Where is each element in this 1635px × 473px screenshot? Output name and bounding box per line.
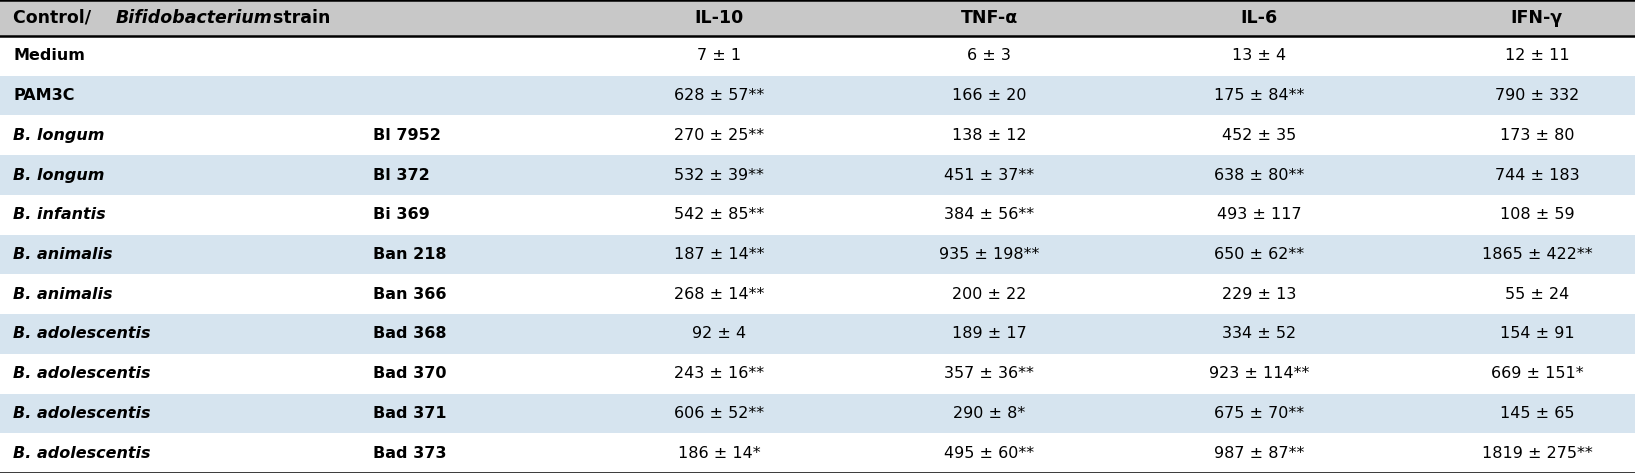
Text: 189 ± 17: 189 ± 17 [952, 326, 1027, 342]
Text: Bad 373: Bad 373 [373, 446, 446, 461]
Text: 186 ± 14*: 186 ± 14* [679, 446, 760, 461]
Text: 542 ± 85**: 542 ± 85** [674, 207, 765, 222]
Text: 200 ± 22: 200 ± 22 [952, 287, 1027, 302]
Text: B. longum: B. longum [13, 167, 105, 183]
Text: 270 ± 25**: 270 ± 25** [674, 128, 765, 143]
Text: 6 ± 3: 6 ± 3 [968, 48, 1010, 63]
Text: 334 ± 52: 334 ± 52 [1221, 326, 1297, 342]
Text: 357 ± 36**: 357 ± 36** [945, 366, 1033, 381]
Text: Ban 366: Ban 366 [373, 287, 446, 302]
Text: B. adolescentis: B. adolescentis [13, 446, 150, 461]
Text: Control/: Control/ [13, 9, 96, 27]
Text: B. animalis: B. animalis [13, 287, 113, 302]
Text: 1865 ± 422**: 1865 ± 422** [1481, 247, 1592, 262]
Text: Bad 370: Bad 370 [373, 366, 446, 381]
Text: 268 ± 14**: 268 ± 14** [674, 287, 765, 302]
Text: B. animalis: B. animalis [13, 247, 113, 262]
Bar [0, 274, 1635, 314]
Text: 495 ± 60**: 495 ± 60** [943, 446, 1035, 461]
Text: IL-10: IL-10 [695, 9, 744, 27]
Text: B. longum: B. longum [13, 128, 105, 143]
Text: 675 ± 70**: 675 ± 70** [1213, 406, 1305, 421]
Text: B. infantis: B. infantis [13, 207, 106, 222]
Text: IFN-γ: IFN-γ [1511, 9, 1563, 27]
Text: 166 ± 20: 166 ± 20 [952, 88, 1027, 103]
Bar [0, 354, 1635, 394]
Text: Bad 368: Bad 368 [373, 326, 446, 342]
Text: 229 ± 13: 229 ± 13 [1221, 287, 1297, 302]
Text: 452 ± 35: 452 ± 35 [1221, 128, 1297, 143]
Text: Bi 369: Bi 369 [373, 207, 430, 222]
Bar [0, 235, 1635, 274]
Text: B. adolescentis: B. adolescentis [13, 326, 150, 342]
Text: 13 ± 4: 13 ± 4 [1231, 48, 1287, 63]
Text: Bad 371: Bad 371 [373, 406, 446, 421]
Text: 290 ± 8*: 290 ± 8* [953, 406, 1025, 421]
Text: 606 ± 52**: 606 ± 52** [674, 406, 765, 421]
Text: strain: strain [267, 9, 330, 27]
Text: 935 ± 198**: 935 ± 198** [938, 247, 1040, 262]
Text: B. adolescentis: B. adolescentis [13, 366, 150, 381]
Text: 669 ± 151*: 669 ± 151* [1491, 366, 1583, 381]
Text: 173 ± 80: 173 ± 80 [1499, 128, 1575, 143]
Bar [0, 36, 1635, 76]
Text: Bl 7952: Bl 7952 [373, 128, 441, 143]
Text: 145 ± 65: 145 ± 65 [1499, 406, 1575, 421]
Bar [0, 433, 1635, 473]
Text: B. adolescentis: B. adolescentis [13, 406, 150, 421]
Text: 55 ± 24: 55 ± 24 [1504, 287, 1570, 302]
Text: 628 ± 57**: 628 ± 57** [674, 88, 765, 103]
Bar [0, 0, 1635, 36]
Text: 923 ± 114**: 923 ± 114** [1208, 366, 1310, 381]
Text: 493 ± 117: 493 ± 117 [1216, 207, 1301, 222]
Text: IL-6: IL-6 [1241, 9, 1277, 27]
Text: TNF-α: TNF-α [960, 9, 1019, 27]
Text: 987 ± 87**: 987 ± 87** [1213, 446, 1305, 461]
Text: 12 ± 11: 12 ± 11 [1504, 48, 1570, 63]
Text: Medium: Medium [13, 48, 85, 63]
Text: 187 ± 14**: 187 ± 14** [674, 247, 765, 262]
Text: 243 ± 16**: 243 ± 16** [674, 366, 765, 381]
Text: 175 ± 84**: 175 ± 84** [1213, 88, 1305, 103]
Bar [0, 195, 1635, 235]
Text: Ban 218: Ban 218 [373, 247, 446, 262]
Text: Bl 372: Bl 372 [373, 167, 430, 183]
Text: 138 ± 12: 138 ± 12 [952, 128, 1027, 143]
Text: 744 ± 183: 744 ± 183 [1494, 167, 1579, 183]
Text: 1819 ± 275**: 1819 ± 275** [1481, 446, 1592, 461]
Bar [0, 115, 1635, 155]
Text: 451 ± 37**: 451 ± 37** [943, 167, 1035, 183]
Text: 532 ± 39**: 532 ± 39** [675, 167, 764, 183]
Bar [0, 314, 1635, 354]
Bar [0, 76, 1635, 115]
Text: PAM3C: PAM3C [13, 88, 75, 103]
Text: 638 ± 80**: 638 ± 80** [1213, 167, 1305, 183]
Text: 650 ± 62**: 650 ± 62** [1213, 247, 1305, 262]
Bar [0, 155, 1635, 195]
Text: 790 ± 332: 790 ± 332 [1494, 88, 1579, 103]
Bar [0, 394, 1635, 433]
Text: 154 ± 91: 154 ± 91 [1499, 326, 1575, 342]
Text: 108 ± 59: 108 ± 59 [1499, 207, 1575, 222]
Text: 92 ± 4: 92 ± 4 [692, 326, 747, 342]
Text: 384 ± 56**: 384 ± 56** [943, 207, 1035, 222]
Text: Bifidobacterium: Bifidobacterium [116, 9, 273, 27]
Text: 7 ± 1: 7 ± 1 [698, 48, 741, 63]
